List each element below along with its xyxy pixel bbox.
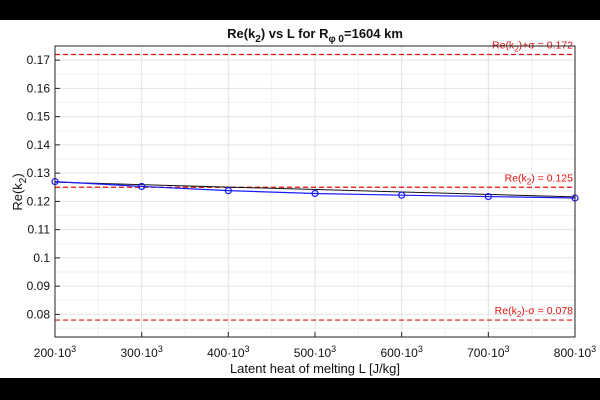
data-point [311,189,319,198]
y-tick-label: 0.12 [27,194,51,208]
x-axis-ticks: 200·103 300·103 400·103 500·103 600·103 700·1… [34,332,596,360]
data-point [138,182,146,191]
x-tick-mantissa: 600·10 [380,346,418,360]
x-tick-label: 400·103 [207,344,249,360]
x-tick-label: 600·103 [380,344,422,360]
x-tick-exponent: 3 [71,344,76,354]
reference-label-sub: 2 [527,177,532,186]
trend-line [54,181,576,198]
chart-title: Re(k2) vs L for Rφ 0=1604 km [227,26,403,45]
x-tick-label: 300·103 [120,344,162,360]
y-tick-label: 0.17 [27,53,51,67]
reference-label-mean: Re(k2) = 0.125 [505,172,574,186]
y-tick-label: 0.1 [33,251,50,265]
x-tick-mantissa: 200·10 [34,346,72,360]
series-line [54,181,576,199]
reference-label-rest: ) = 0.125 [531,172,573,184]
x-tick-mantissa: 700·10 [467,346,505,360]
x-tick-label: 500·103 [294,344,336,360]
data-point [224,187,232,195]
x-tick-label: 700·103 [467,344,509,360]
x-tick-mantissa: 800·10 [554,346,592,360]
y-tick-label: 0.15 [27,110,51,124]
reference-label-upper: Re(k2)+σ = 0.172 [492,39,573,53]
x-tick-exponent: 3 [158,344,163,354]
data-point [484,192,492,201]
data-point [398,191,406,199]
y-tick-label: 0.08 [27,307,51,321]
reference-label-rest: )-σ = 0.078 [521,305,573,317]
y-tick-label: 0.09 [27,279,51,293]
x-tick-mantissa: 500·10 [294,346,332,360]
x-tick-exponent: 3 [591,344,596,354]
y-tick-label: 0.14 [27,138,51,152]
reference-label-rest: )+σ = 0.172 [519,39,574,51]
x-tick-label: 200·103 [34,344,76,360]
reference-label-main: Re(k [495,305,518,317]
x-tick-mantissa: 300·10 [120,346,158,360]
y-tick-label: 0.11 [28,223,51,237]
reference-label-main: Re(k [492,39,515,51]
y-axis-label: Re(k2) [10,173,29,210]
x-tick-exponent: 3 [505,344,510,354]
y-tick-label: 0.16 [27,81,51,95]
trend-line-group [54,181,576,198]
reference-label-main: Re(k [505,172,528,184]
data-series [51,178,579,202]
x-tick-exponent: 3 [331,344,336,354]
x-tick-label: 800·103 [554,344,596,360]
reference-label-sub: 2 [514,44,519,53]
reference-label-sub: 2 [517,310,522,319]
x-axis-label: Latent heat of melting L [J/kg] [230,361,400,376]
y-axis-ticks: 0.08 0.09 0.1 0.11 0.12 0.13 0.14 0.15 0.16 0.17 [27,53,60,321]
x-tick-exponent: 3 [418,344,423,354]
reference-label-lower: Re(k2)-σ = 0.078 [495,305,574,319]
y-tick-label: 0.13 [27,166,51,180]
x-tick-mantissa: 400·10 [207,346,245,360]
x-tick-exponent: 3 [245,344,250,354]
